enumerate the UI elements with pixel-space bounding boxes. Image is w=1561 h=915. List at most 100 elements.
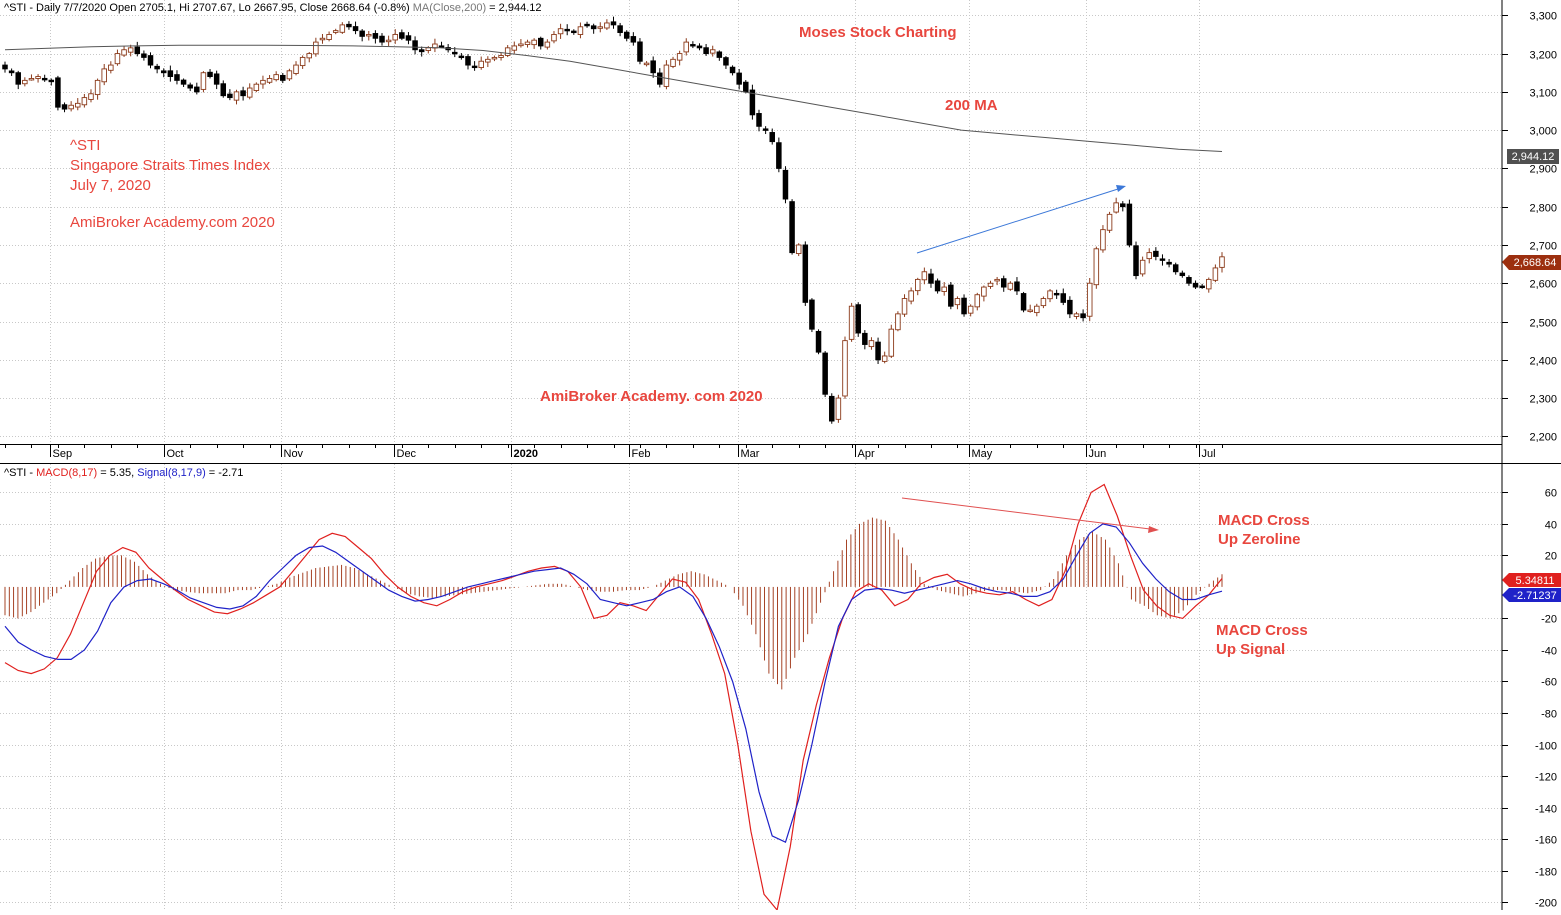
- candle: [48, 78, 55, 86]
- candle: [471, 61, 478, 71]
- candle: [848, 302, 855, 342]
- candle: [716, 50, 723, 61]
- candle: [359, 29, 365, 42]
- candle: [246, 83, 253, 100]
- candle: [22, 77, 28, 87]
- candle: [524, 39, 531, 48]
- candle: [418, 46, 425, 57]
- candle: [1212, 264, 1219, 283]
- macd-y-tick-label: -60: [1541, 677, 1557, 689]
- price-y-tick-label: 3,200: [1529, 50, 1557, 62]
- candle: [187, 82, 193, 92]
- candle: [868, 337, 875, 350]
- candle: [954, 296, 961, 310]
- candle: [498, 53, 504, 61]
- candle: [15, 70, 21, 90]
- candle: [220, 80, 227, 98]
- candle: [743, 80, 749, 94]
- annotation-zeroline-2: Up Zeroline: [1218, 531, 1301, 548]
- candle: [683, 38, 690, 56]
- candle: [240, 86, 246, 101]
- candle: [253, 82, 260, 93]
- candle: [888, 324, 895, 359]
- candle: [756, 109, 762, 132]
- candle: [822, 351, 828, 398]
- candle: [319, 34, 326, 44]
- candle: [795, 243, 802, 257]
- macd-badge-text: 5.34811: [1516, 575, 1555, 587]
- price-y-tick-label: 3,000: [1529, 126, 1557, 138]
- macd-grid: [0, 464, 1502, 910]
- price-y-axis: 3,300 3,200 3,100 3,000 2,900 2,800 2,700 2,600…: [1502, 11, 1557, 444]
- candle: [326, 31, 332, 42]
- candle: [266, 75, 273, 85]
- candle: [1060, 288, 1067, 306]
- candle: [1172, 262, 1179, 275]
- candle: [835, 394, 842, 423]
- price-header: ^STI - Daily 7/7/2020 Open 2705.1, Hi 27…: [4, 2, 541, 14]
- macd-y-tick-label: -200: [1535, 898, 1557, 910]
- candle: [1186, 275, 1192, 286]
- candle: [1126, 199, 1133, 248]
- candle: [531, 38, 537, 49]
- candle: [1000, 275, 1007, 292]
- candle: [921, 267, 928, 285]
- candle: [405, 32, 412, 45]
- candle: [1120, 201, 1126, 212]
- candle: [908, 287, 914, 305]
- macd-badge: 5.34811: [1502, 573, 1561, 587]
- price-y-tick-label: 2,600: [1529, 279, 1557, 291]
- candle: [379, 33, 385, 46]
- price-header-main: ^STI - Daily 7/7/2020 Open 2705.1, Hi 27…: [4, 2, 413, 14]
- candle: [518, 39, 524, 48]
- annotation-signal-2: Up Signal: [1216, 641, 1285, 658]
- macd-histogram: [4, 517, 1223, 690]
- candle: [643, 61, 650, 67]
- candle: [280, 72, 286, 84]
- macd-y-tick-label: -180: [1535, 867, 1557, 879]
- candle: [564, 24, 570, 36]
- candle: [1159, 254, 1166, 266]
- candle: [28, 74, 35, 81]
- candle: [723, 56, 729, 69]
- annotation-zeroline-1: MACD Cross: [1218, 512, 1310, 529]
- x-tick-label: Feb: [632, 448, 651, 460]
- macd-header-macd-value: = 5.35,: [97, 467, 137, 479]
- price-header-ma-value: = 2,944.12: [486, 2, 541, 14]
- candle: [670, 56, 676, 69]
- candle: [1067, 296, 1073, 319]
- candle: [802, 241, 809, 306]
- macd-header: ^STI - MACD(8,17) = 5.35, Signal(8,17,9)…: [4, 467, 243, 479]
- candle: [346, 21, 352, 30]
- candle: [366, 31, 372, 41]
- price-y-tick-label: 3,300: [1529, 11, 1557, 23]
- x-tick-label: Oct: [167, 448, 184, 460]
- candle: [299, 55, 306, 69]
- candle: [167, 65, 174, 82]
- info-line-2: Singapore Straits Times Index: [70, 157, 271, 174]
- candle: [194, 82, 200, 95]
- price-y-tick-label: 2,200: [1529, 432, 1557, 444]
- candle: [571, 29, 577, 35]
- x-tick-label: Jun: [1089, 448, 1107, 460]
- macd-trend-arrowhead: [1148, 526, 1159, 533]
- candle: [1034, 303, 1040, 317]
- candle: [584, 21, 590, 28]
- candle: [1133, 241, 1139, 280]
- candle: [1139, 256, 1146, 277]
- price-y-tick-label: 2,300: [1529, 394, 1557, 406]
- candle: [829, 393, 835, 424]
- candle: [438, 41, 445, 49]
- macd-y-tick-label: 20: [1545, 551, 1557, 563]
- candle: [987, 280, 994, 289]
- candle: [1014, 277, 1020, 295]
- candle: [372, 30, 379, 44]
- candle: [623, 30, 630, 42]
- candle: [121, 46, 127, 57]
- candle: [676, 50, 683, 66]
- candle: [1179, 270, 1186, 278]
- macd-y-tick-label: -140: [1535, 804, 1557, 816]
- candle: [948, 281, 954, 310]
- candle: [762, 126, 769, 135]
